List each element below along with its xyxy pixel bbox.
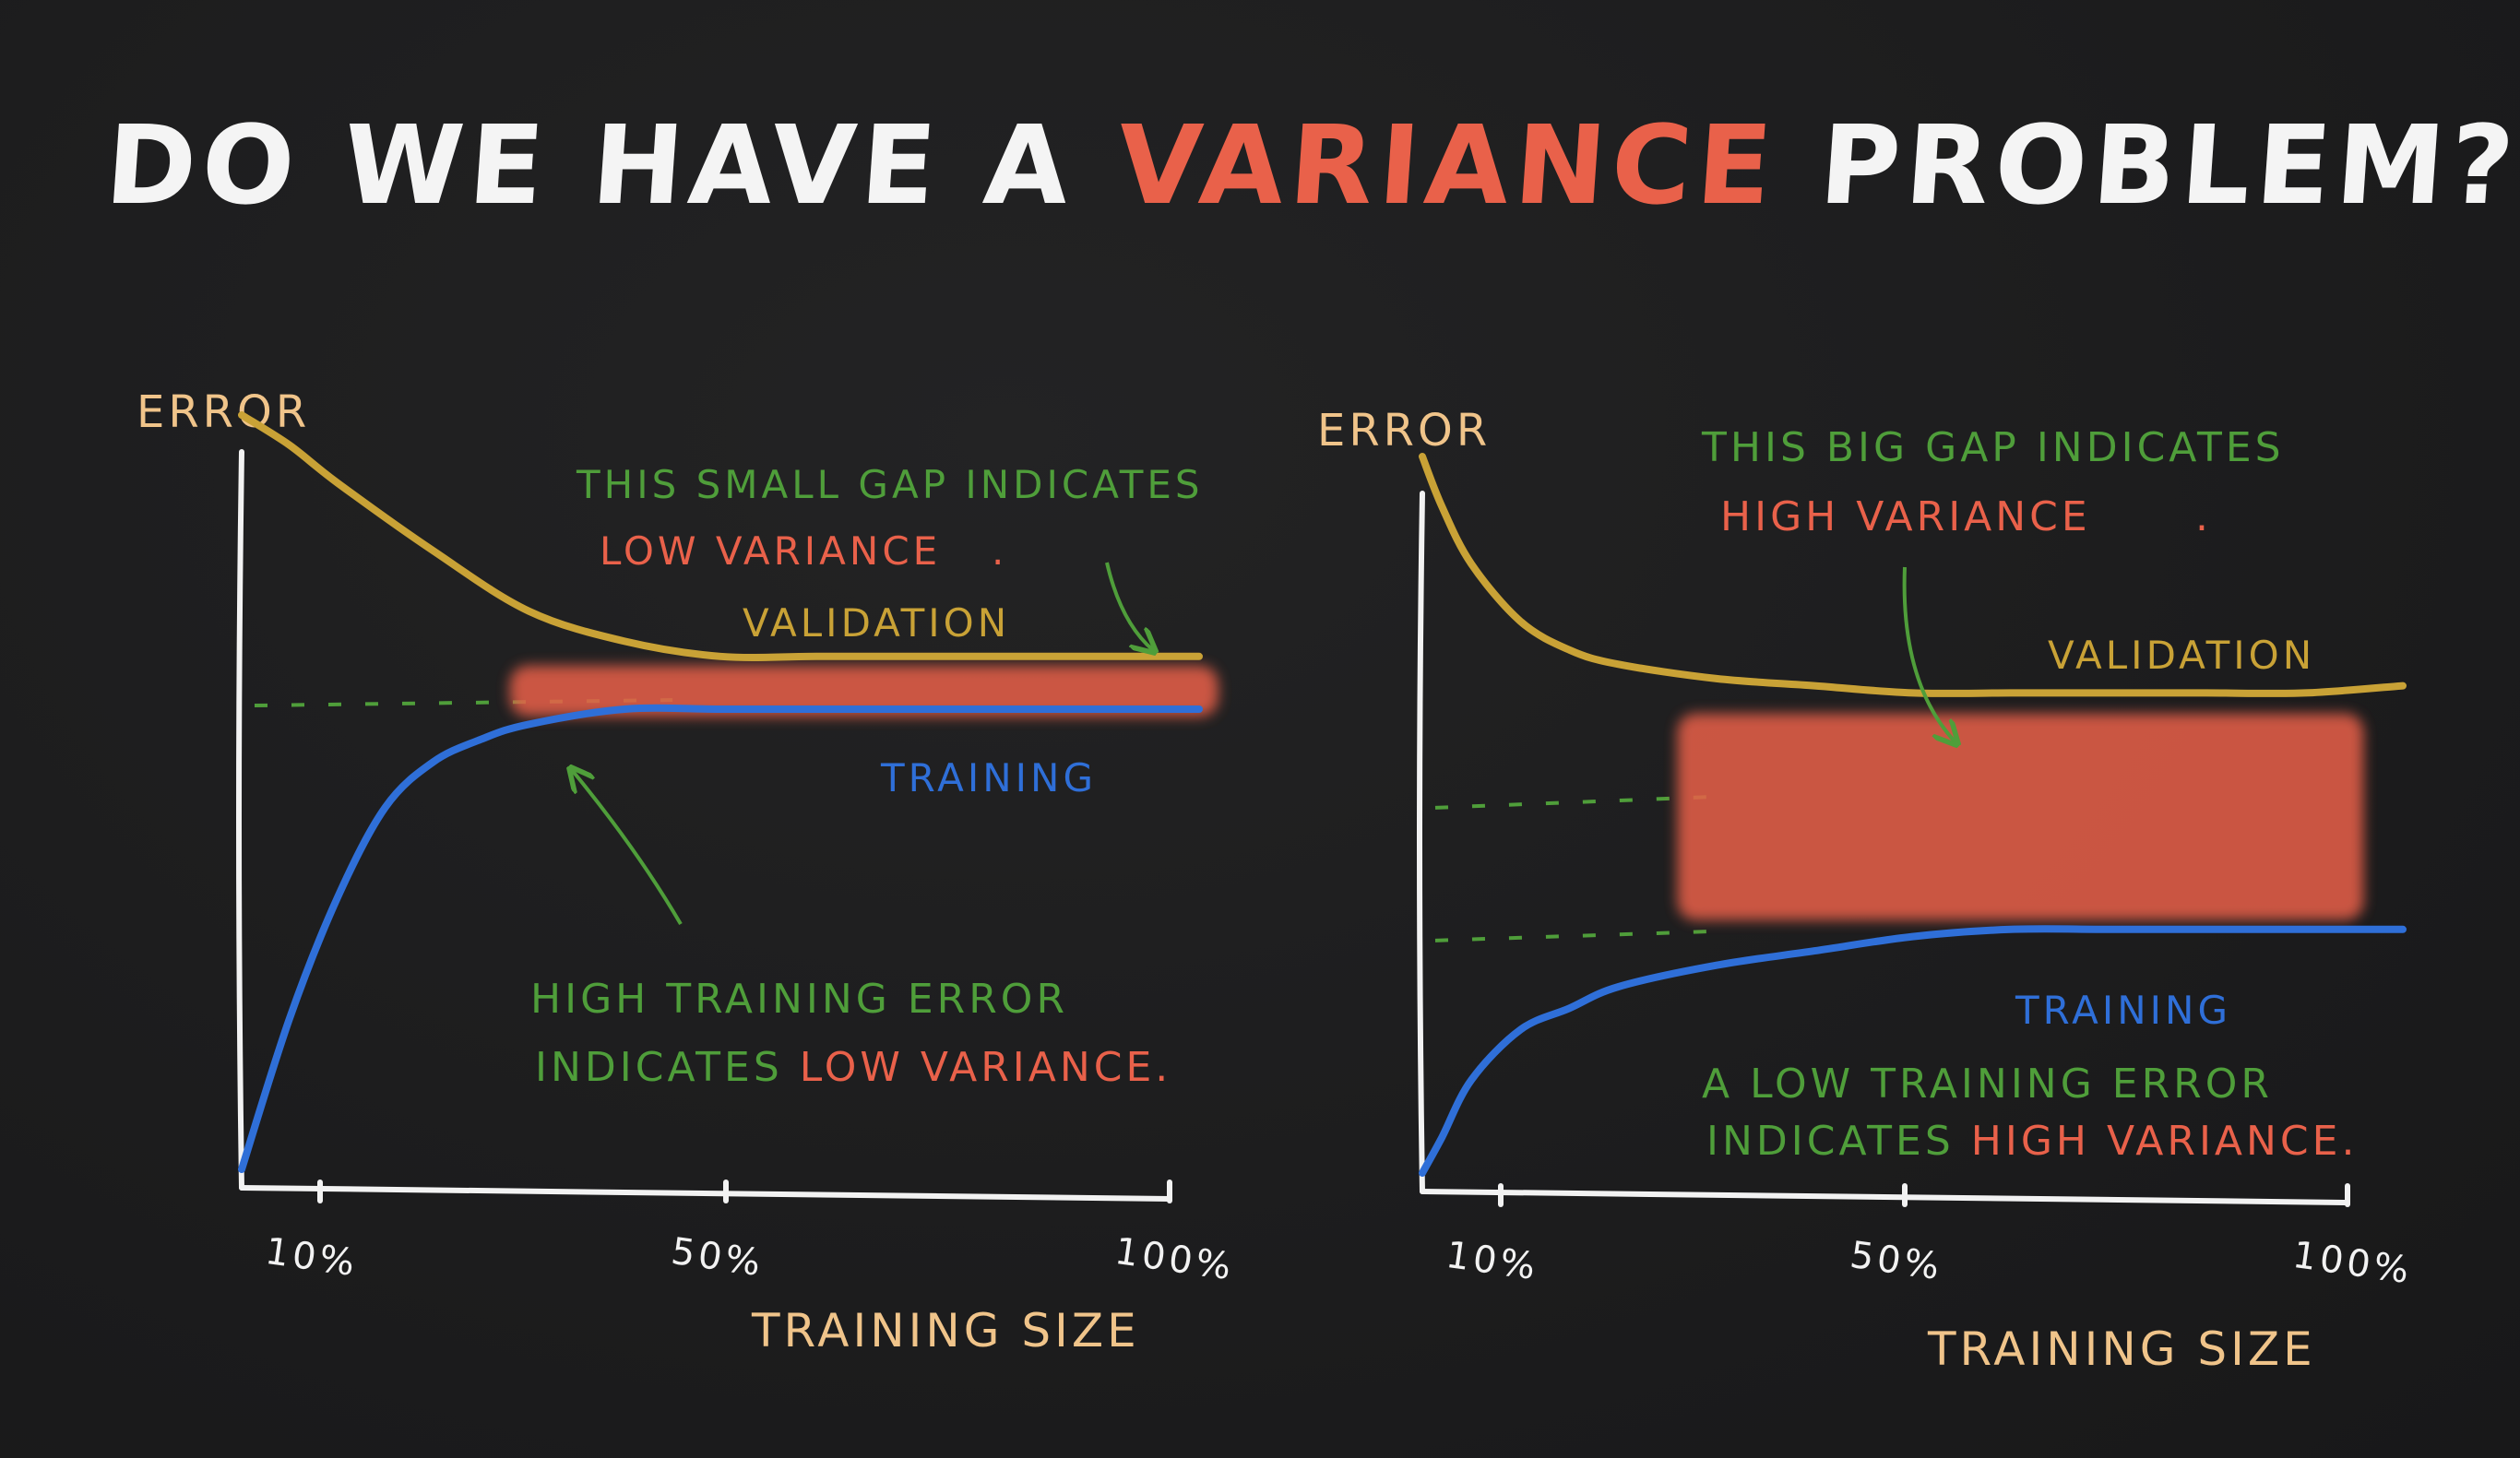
gap-arrow-right — [1902, 566, 1955, 742]
x-tick-label-right-2: 100% — [2290, 1234, 2415, 1293]
training-annotation-line1-right: A LOW TRAINING ERROR — [1702, 1061, 2273, 1108]
x-tick-label-right-0: 10% — [1444, 1234, 1541, 1289]
train-reference-dash-right — [1434, 929, 1717, 942]
validation-label-right: VALIDATION — [2048, 633, 2315, 678]
x-tick-label-left-1: 50% — [669, 1230, 767, 1286]
training-annotation-line2-end-left: . — [1155, 1044, 1171, 1091]
validation-label-left: VALIDATION — [743, 600, 1010, 646]
training-curve-left — [238, 704, 1203, 1173]
variance-gap-highlight-right — [1677, 713, 2364, 920]
training-arrow-left — [572, 770, 683, 926]
x-axis-right — [1420, 1189, 2350, 1205]
x-axis-label-left: TRAINING SIZE — [751, 1304, 1140, 1357]
x-tick-label-left-0: 10% — [263, 1230, 361, 1286]
training-curve-right — [1419, 925, 2407, 1177]
validation-curve-left — [238, 411, 1203, 661]
training-annotation-line2-hl-right: HIGH VARIANCE — [1971, 1118, 2342, 1165]
training-label-left: TRAINING — [880, 755, 1097, 800]
validation-reference-dash-right — [1434, 794, 1717, 810]
training-annotation-line2-hl-left: LOW VARIANCE — [800, 1044, 1156, 1091]
y-axis-right — [1417, 491, 1425, 1194]
variance-gap-highlight-left — [509, 665, 1218, 717]
training-annotation-line2-right: INDICATES HIGH VARIANCE. — [1706, 1118, 2358, 1165]
training-annotation-line2-start-right: INDICATES — [1706, 1118, 1971, 1165]
training-annotation-line1-left: HIGH TRAINING ERROR — [530, 976, 1068, 1023]
gap-annotation-line1-left: THIS SMALL GAP INDICATES — [576, 462, 1204, 507]
gap-annotation-period-left: . — [992, 528, 1007, 574]
training-annotation-line2-end-right: . — [2341, 1118, 2358, 1165]
gap-annotation-line2-left: LOW VARIANCE — [600, 528, 941, 574]
x-axis-label-right: TRAINING SIZE — [1927, 1322, 2316, 1376]
y-axis-left — [236, 449, 244, 1191]
validation-curve-right — [1419, 453, 2407, 697]
gap-annotation-line1-right: THIS BIG GAP INDICATES — [1701, 424, 2285, 471]
gap-arrow-left — [1105, 562, 1153, 650]
gap-annotation-line2-right: HIGH VARIANCE — [1720, 493, 2091, 540]
gap-annotation-period-right: . — [2195, 493, 2212, 540]
x-axis-left — [239, 1185, 1172, 1202]
y-axis-label-right: ERROR — [1317, 405, 1491, 456]
y-axis-label-left: ERROR — [137, 386, 310, 438]
x-tick-label-right-1: 50% — [1848, 1234, 1945, 1289]
training-label-right: TRAINING — [2015, 988, 2231, 1033]
x-tick-label-left-2: 100% — [1112, 1230, 1237, 1289]
training-annotation-line2-start-left: INDICATES — [535, 1044, 800, 1091]
training-annotation-line2-left: INDICATES LOW VARIANCE. — [535, 1044, 1171, 1091]
